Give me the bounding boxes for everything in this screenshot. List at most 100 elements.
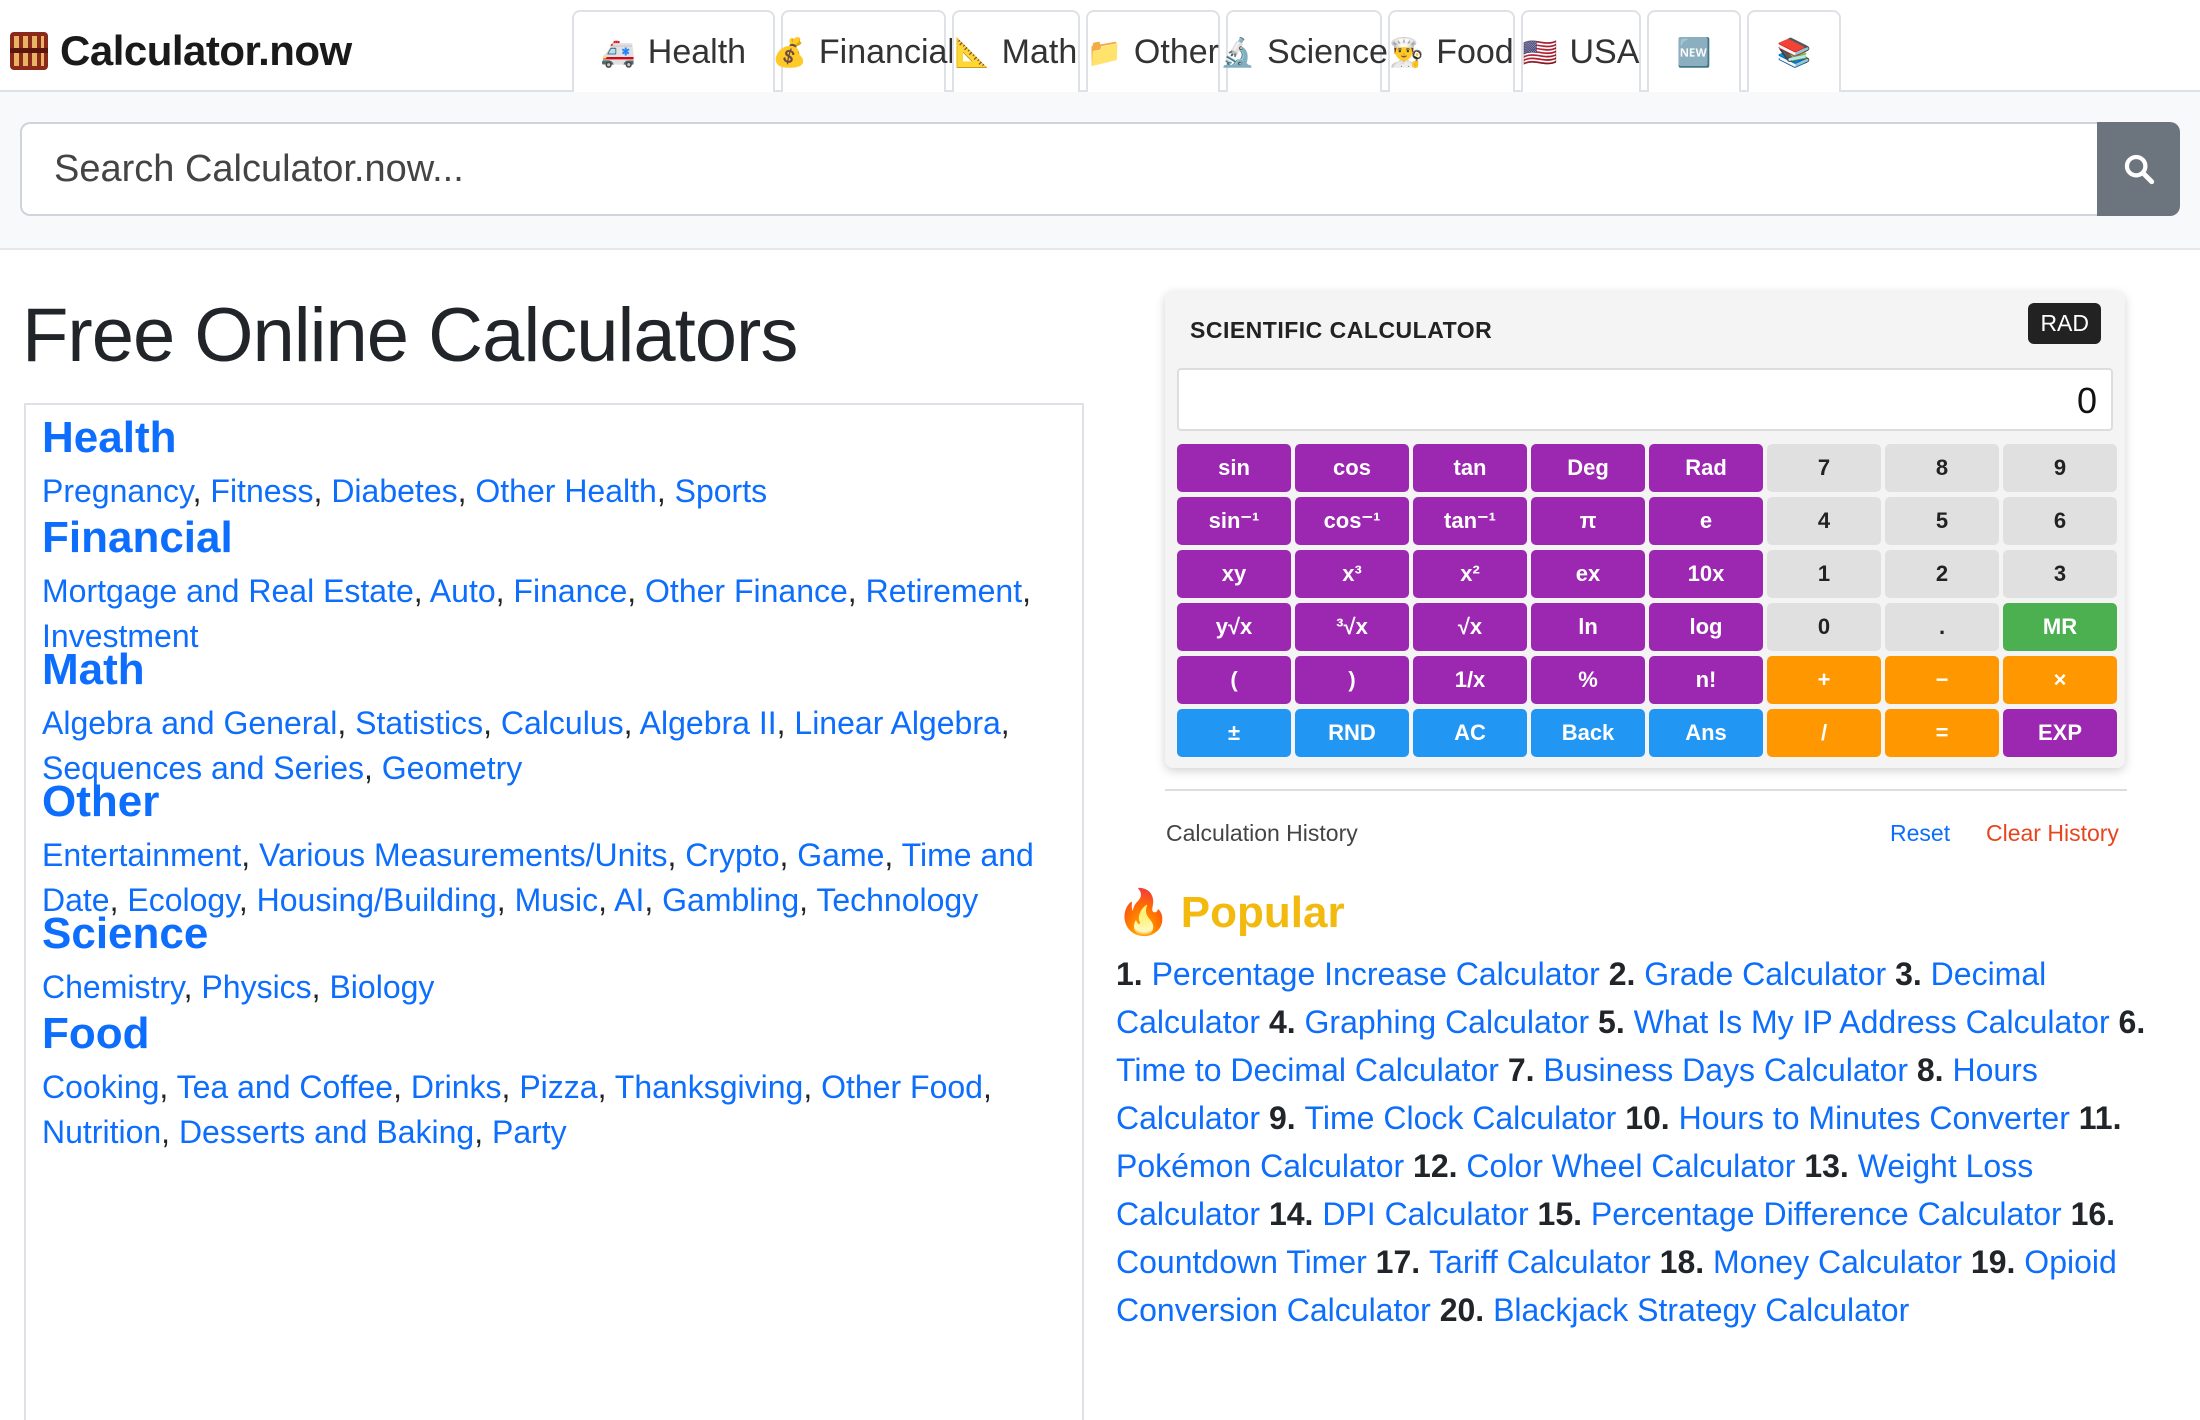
popular-link[interactable]: Blackjack Strategy Calculator: [1493, 1292, 1910, 1328]
subcategory-link[interactable]: Cooking: [42, 1069, 160, 1105]
calc-key[interactable]: tan⁻¹: [1413, 497, 1527, 545]
category-heading[interactable]: Other: [42, 777, 160, 826]
subcategory-link[interactable]: Sequences and Series: [42, 750, 364, 786]
popular-link[interactable]: Grade Calculator: [1644, 956, 1887, 992]
subcategory-link[interactable]: Game: [797, 837, 885, 873]
tab-usa[interactable]: 🇺🇸 USA: [1521, 10, 1641, 93]
calc-key[interactable]: 1: [1767, 550, 1881, 598]
subcategory-link[interactable]: Finance: [513, 573, 628, 609]
popular-link[interactable]: Time Clock Calculator: [1304, 1100, 1617, 1136]
popular-link[interactable]: Color Wheel Calculator: [1466, 1148, 1796, 1184]
calc-key[interactable]: .: [1885, 603, 1999, 651]
subcategory-link[interactable]: Other Health: [475, 473, 657, 509]
category-heading[interactable]: Food: [42, 1009, 150, 1058]
subcategory-link[interactable]: Statistics: [355, 705, 484, 741]
subcategory-link[interactable]: Other Food: [821, 1069, 983, 1105]
category-heading[interactable]: Science: [42, 909, 209, 958]
subcategory-link[interactable]: Biology: [329, 969, 435, 1005]
subcategory-link[interactable]: Sports: [674, 473, 768, 509]
subcategory-link[interactable]: Pizza: [519, 1069, 598, 1105]
popular-link[interactable]: Hours to Minutes Converter: [1678, 1100, 2070, 1136]
subcategory-link[interactable]: Algebra II: [639, 705, 777, 741]
popular-link[interactable]: Opioid Conversion Calculator: [1116, 1244, 2117, 1328]
calculator-display[interactable]: 0: [1177, 368, 2113, 431]
calc-key[interactable]: ): [1295, 656, 1409, 704]
calc-key[interactable]: log: [1649, 603, 1763, 651]
tab-other[interactable]: 📁 Other: [1086, 10, 1220, 93]
calc-key[interactable]: n!: [1649, 656, 1763, 704]
calc-key[interactable]: EXP: [2003, 709, 2117, 757]
subcategory-link[interactable]: Drinks: [410, 1069, 502, 1105]
tab-food[interactable]: 👨‍🍳 Food: [1388, 10, 1515, 93]
calc-key[interactable]: √x: [1413, 603, 1527, 651]
subcategory-link[interactable]: Nutrition: [42, 1114, 162, 1150]
subcategory-link[interactable]: Tea and Coffee: [176, 1069, 394, 1105]
calc-key[interactable]: 5: [1885, 497, 1999, 545]
calc-key[interactable]: sin⁻¹: [1177, 497, 1291, 545]
calc-key[interactable]: sin: [1177, 444, 1291, 492]
calc-key[interactable]: 10x: [1649, 550, 1763, 598]
calc-key[interactable]: MR: [2003, 603, 2117, 651]
subcategory-link[interactable]: Time and Date: [42, 837, 1034, 918]
subcategory-link[interactable]: Physics: [201, 969, 312, 1005]
tab-extra-7[interactable]: 🆕: [1647, 10, 1741, 93]
subcategory-link[interactable]: Desserts and Baking: [178, 1114, 475, 1150]
popular-link[interactable]: Weight Loss Calculator: [1116, 1148, 2034, 1232]
popular-link[interactable]: Percentage Difference Calculator: [1590, 1196, 2062, 1232]
calc-key[interactable]: Back: [1531, 709, 1645, 757]
calc-key[interactable]: +: [1767, 656, 1881, 704]
subcategory-link[interactable]: Diabetes: [331, 473, 458, 509]
subcategory-link[interactable]: AI: [614, 882, 645, 918]
tab-math[interactable]: 📐 Math: [952, 10, 1080, 93]
subcategory-link[interactable]: Fitness: [210, 473, 314, 509]
tab-science[interactable]: 🔬 Science: [1220, 10, 1388, 93]
calc-key[interactable]: ln: [1531, 603, 1645, 651]
search-input[interactable]: [20, 122, 2098, 216]
calc-key[interactable]: 0: [1767, 603, 1881, 651]
site-logo[interactable]: Calculator.now: [10, 26, 352, 76]
reset-link[interactable]: Reset: [1890, 820, 1951, 846]
calc-key[interactable]: 4: [1767, 497, 1881, 545]
calc-key[interactable]: ×: [2003, 656, 2117, 704]
subcategory-link[interactable]: Geometry: [381, 750, 523, 786]
calc-key[interactable]: 2: [1885, 550, 1999, 598]
tab-financial[interactable]: 💰 Financial: [772, 10, 955, 93]
subcategory-link[interactable]: Party: [491, 1114, 567, 1150]
popular-link[interactable]: Money Calculator: [1713, 1244, 1963, 1280]
calc-key[interactable]: π: [1531, 497, 1645, 545]
popular-link[interactable]: Time to Decimal Calculator: [1116, 1052, 1499, 1088]
calc-key[interactable]: x²: [1413, 550, 1527, 598]
calc-key[interactable]: RND: [1295, 709, 1409, 757]
popular-link[interactable]: Countdown Timer: [1116, 1244, 1367, 1280]
subcategory-link[interactable]: Mortgage and Real Estate: [42, 573, 414, 609]
popular-link[interactable]: Decimal Calculator: [1116, 956, 2047, 1040]
calc-key[interactable]: tan: [1413, 444, 1527, 492]
calc-key[interactable]: 1/x: [1413, 656, 1527, 704]
category-heading[interactable]: Financial: [42, 513, 233, 562]
subcategory-link[interactable]: Other Finance: [645, 573, 848, 609]
subcategory-link[interactable]: Ecology: [127, 882, 239, 918]
calc-key[interactable]: 8: [1885, 444, 1999, 492]
calc-key[interactable]: /: [1767, 709, 1881, 757]
subcategory-link[interactable]: Various Measurements/Units: [259, 837, 668, 873]
calc-key[interactable]: 6: [2003, 497, 2117, 545]
subcategory-link[interactable]: Music: [514, 882, 599, 918]
subcategory-link[interactable]: Investment: [42, 618, 199, 654]
subcategory-link[interactable]: Linear Algebra: [794, 705, 1001, 741]
search-button[interactable]: [2097, 122, 2180, 216]
calc-key[interactable]: ±: [1177, 709, 1291, 757]
subcategory-link[interactable]: Algebra and General: [42, 705, 338, 741]
calc-key[interactable]: e: [1649, 497, 1763, 545]
popular-link[interactable]: Business Days Calculator: [1543, 1052, 1908, 1088]
popular-link[interactable]: Tariff Calculator: [1429, 1244, 1651, 1280]
popular-link[interactable]: Percentage Increase Calculator: [1151, 956, 1600, 992]
calc-key[interactable]: (: [1177, 656, 1291, 704]
popular-link[interactable]: Graphing Calculator: [1304, 1004, 1590, 1040]
popular-link[interactable]: DPI Calculator: [1322, 1196, 1529, 1232]
calc-key[interactable]: Deg: [1531, 444, 1645, 492]
calc-key[interactable]: 7: [1767, 444, 1881, 492]
tab-extra-8[interactable]: 📚: [1747, 10, 1841, 93]
calc-key[interactable]: y√x: [1177, 603, 1291, 651]
calc-key[interactable]: 9: [2003, 444, 2117, 492]
calc-key[interactable]: −: [1885, 656, 1999, 704]
